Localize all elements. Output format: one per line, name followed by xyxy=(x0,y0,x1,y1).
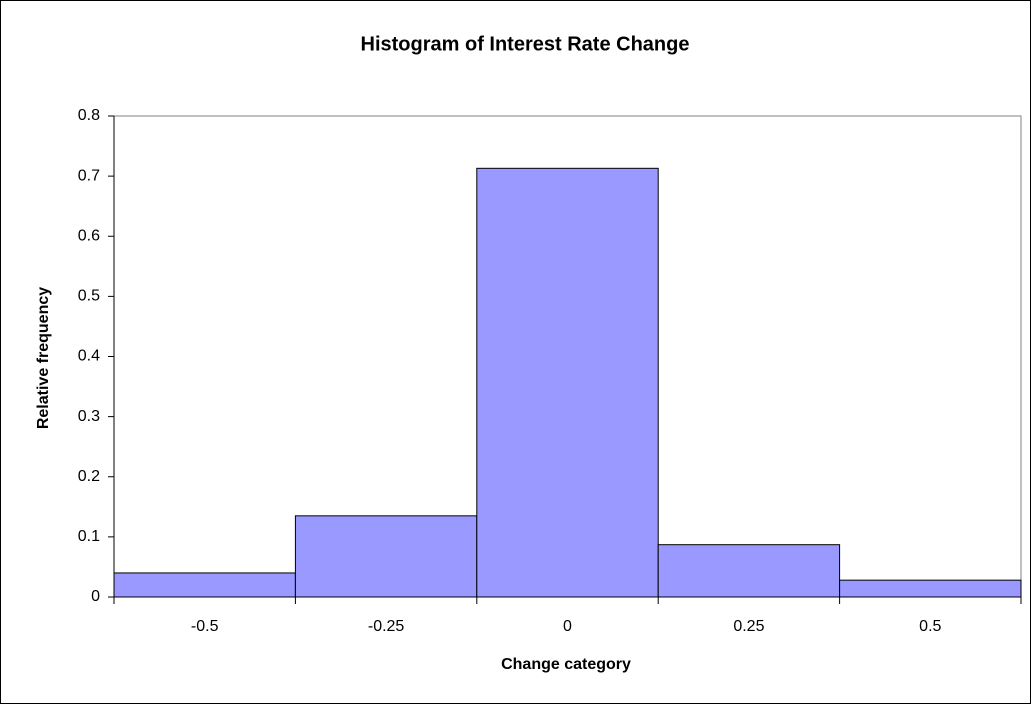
bar xyxy=(839,579,1022,598)
y-tick-label: 0 xyxy=(91,588,100,605)
y-axis-title: Relative frequency xyxy=(35,287,52,429)
y-tick-label: 0.6 xyxy=(78,227,100,244)
y-tick-label: 0.3 xyxy=(78,408,100,425)
y-tick-label: 0.8 xyxy=(78,107,100,124)
x-tick-label: -0.25 xyxy=(368,618,405,635)
y-tick-label: 0.4 xyxy=(78,348,100,365)
x-tick-label: 0 xyxy=(563,618,572,635)
bar xyxy=(476,167,659,598)
y-tick-label: 0.1 xyxy=(78,528,100,545)
y-tick-label: 0.7 xyxy=(78,167,100,184)
y-tick-label: 0.2 xyxy=(78,468,100,485)
x-tick-label: 0.25 xyxy=(733,618,764,635)
y-tick-label: 0.5 xyxy=(78,288,100,305)
bar xyxy=(113,572,296,598)
x-tick-label: 0.5 xyxy=(919,618,941,635)
chart-title: Histogram of Interest Rate Change xyxy=(361,33,690,55)
x-axis-title: Change category xyxy=(501,656,631,673)
bar xyxy=(294,515,478,598)
bar xyxy=(657,544,841,598)
x-tick-label: -0.5 xyxy=(191,618,219,635)
